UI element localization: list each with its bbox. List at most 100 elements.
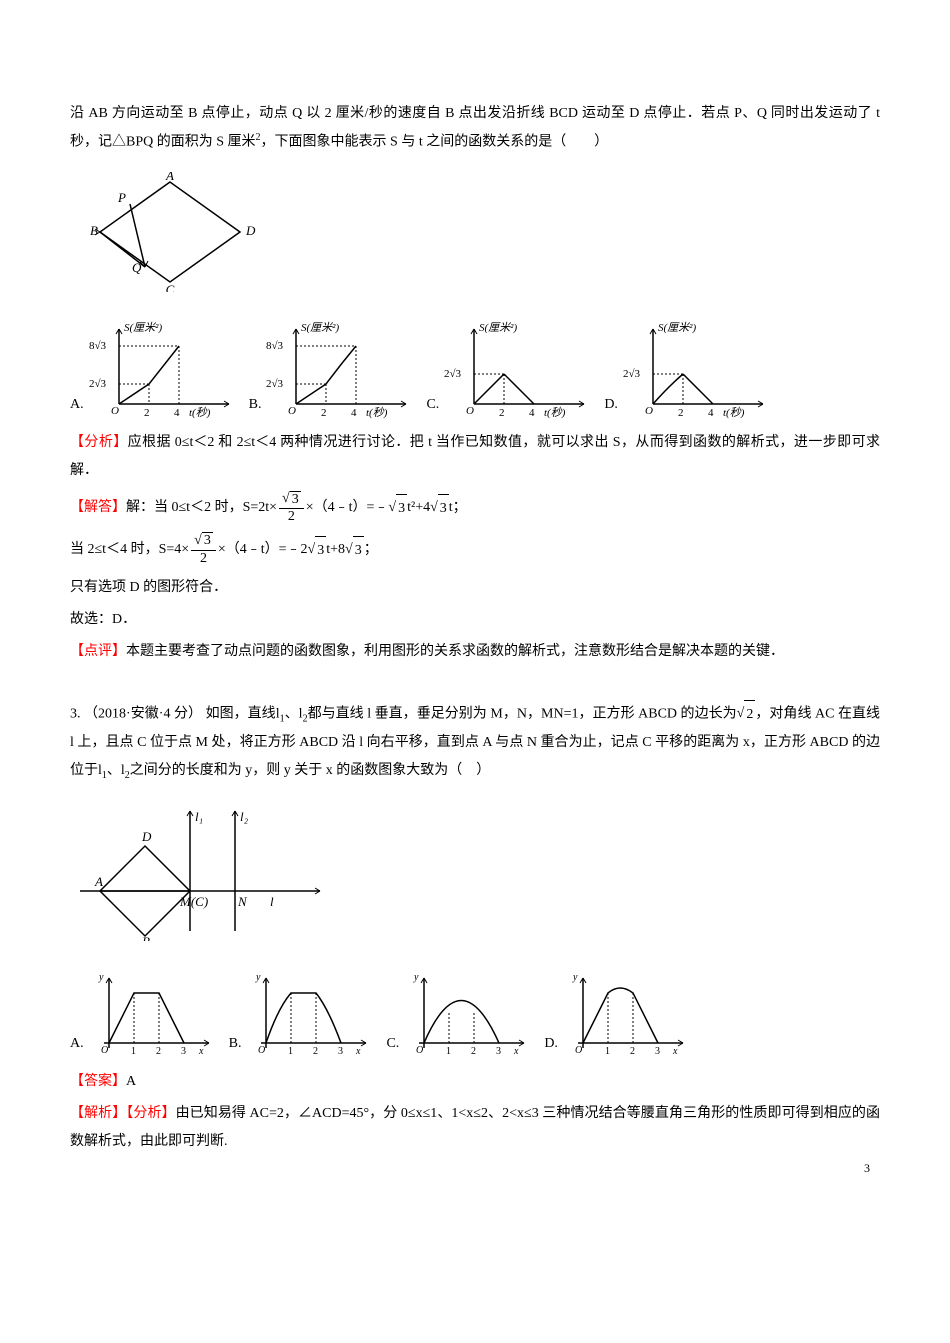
problem2-text1: 如图，直线l (206, 706, 280, 721)
sqrt3-c: 3 (315, 536, 326, 565)
sqrt3-d: 3 (353, 536, 364, 565)
choice-row-2: A. O 1 2 3 x y B. O 1 2 3 x (70, 968, 880, 1058)
sqrt3-b: 3 (438, 494, 449, 523)
svg-text:4: 4 (529, 407, 535, 419)
svg-text:2√3: 2√3 (623, 368, 641, 380)
svg-text:t(秒): t(秒) (366, 406, 388, 419)
analysis-label-2: 【解析】【分析】 (70, 1106, 176, 1121)
comment-1: 【点评】本题主要考查了动点问题的函数图象，利用图形的关系求函数的解析式，注意数形… (70, 638, 880, 666)
svg-text:2: 2 (678, 407, 684, 419)
choice-D: D. O 2 4 t(秒) 2√3 S(厘米²) (604, 319, 773, 419)
choice2-B: B. O 1 2 3 x y (229, 968, 377, 1058)
den-1: 2 (285, 509, 298, 526)
problem2-source: （2018·安徽·4 分） (84, 706, 202, 721)
solution-line-1: 【解答】 解：当 0≤t＜2 时，S=2t× 3 2 ×（4﹣t）=﹣ 3 t²… (70, 491, 880, 527)
svg-text:O: O (288, 405, 296, 417)
comment-text-1: 本题主要考查了动点问题的函数图象，利用图形的关系求函数的解析式，注意数形结合是解… (126, 644, 784, 659)
svg-text:D: D (245, 223, 256, 238)
analysis-text-2: 由已知易得 AC=2，∠ACD=45°，分 0≤x≤1、1<x≤2、2<x≤3 … (70, 1106, 880, 1149)
svg-text:x: x (355, 1046, 361, 1057)
svg-text:x: x (672, 1046, 678, 1057)
svg-text:t(秒): t(秒) (189, 406, 211, 419)
svg-text:A: A (94, 874, 103, 889)
svg-text:2: 2 (499, 407, 505, 419)
solution-t2: t²+4 (407, 494, 430, 522)
page-number: 3 (864, 1156, 870, 1180)
svg-text:O: O (645, 405, 653, 417)
comment-label-1: 【点评】 (70, 644, 126, 659)
sqrt2: 2 (737, 700, 756, 729)
frac-2: 3 2 (191, 532, 216, 568)
svg-text:4: 4 (708, 407, 714, 419)
sqrt3-num-1: 3 (290, 491, 301, 509)
choice-D-label: D. (604, 391, 618, 419)
sqrt-a: 3 (388, 494, 407, 523)
solution-line2-end: ； (364, 536, 378, 564)
svg-text:O: O (101, 1045, 108, 1056)
svg-text:2: 2 (156, 1046, 161, 1057)
sqrt-c: 3 (308, 536, 327, 565)
den-2: 2 (197, 551, 210, 568)
svg-text:3: 3 (181, 1046, 186, 1057)
svg-text:t(秒): t(秒) (723, 406, 745, 419)
svg-text:l₂: l₂ (240, 809, 249, 824)
svg-text:2: 2 (321, 407, 327, 419)
solution-conclusion-2: 故选：D． (70, 606, 880, 634)
svg-text:S(厘米²): S(厘米²) (658, 321, 696, 334)
svg-text:2: 2 (471, 1046, 476, 1057)
choice2-C: C. O 1 2 3 x y (386, 968, 534, 1058)
svg-text:x: x (513, 1046, 519, 1057)
svg-text:O: O (466, 405, 474, 417)
svg-text:B: B (142, 934, 150, 941)
problem2-number: 3. (70, 706, 81, 721)
svg-text:1: 1 (131, 1046, 136, 1057)
svg-text:1: 1 (446, 1046, 451, 1057)
svg-text:1: 1 (288, 1046, 293, 1057)
svg-text:2√3: 2√3 (444, 368, 462, 380)
svg-text:O: O (416, 1045, 423, 1056)
solution-line-2: 当 2≤t＜4 时，S=4× 3 2 ×（4﹣t）=﹣2 3 t+8 3 ； (70, 532, 880, 568)
choice2-D: D. O 1 2 3 x y (544, 968, 693, 1058)
choice2-A: A. O 1 2 3 x y (70, 968, 219, 1058)
choice2-D-label: D. (544, 1030, 558, 1058)
choice2-A-label: A. (70, 1030, 84, 1058)
problem2-text2-end: 之间分的长度和为 y，则 y 关于 x 的函数图象大致为（ ） (130, 763, 491, 778)
svg-text:S(厘米²): S(厘米²) (124, 321, 162, 334)
svg-text:1: 1 (605, 1046, 610, 1057)
analysis-2: 【解析】【分析】由已知易得 AC=2，∠ACD=45°，分 0≤x≤1、1<x≤… (70, 1100, 880, 1156)
svg-text:S(厘米²): S(厘米²) (479, 321, 517, 334)
svg-text:O: O (575, 1045, 582, 1056)
choice-C-label: C. (426, 391, 439, 419)
svg-text:2√3: 2√3 (89, 378, 107, 390)
svg-text:O: O (111, 405, 119, 417)
svg-text:4: 4 (174, 407, 180, 419)
sqrt2-inner: 2 (744, 700, 755, 729)
svg-text:x: x (198, 1046, 204, 1057)
svg-text:4: 4 (351, 407, 357, 419)
svg-text:y: y (255, 972, 261, 983)
problem2-text2-mid: 、l (107, 763, 125, 778)
solution-line2-mid: ×（4﹣t）=﹣2 (218, 536, 308, 564)
svg-text:8√3: 8√3 (266, 340, 284, 352)
svg-text:y: y (98, 972, 104, 983)
choice2-C-label: C. (386, 1030, 399, 1058)
svg-text:8√3: 8√3 (89, 340, 107, 352)
sqrt-b: 3 (430, 494, 449, 523)
problem2-figure: A D B M(C) N l l₁ l₂ (70, 801, 880, 953)
choice-row-1: A. O 2 4 t(秒) 2√3 8√3 S(厘米²) B. (70, 319, 880, 419)
svg-text:3: 3 (655, 1046, 660, 1057)
analysis-label-1: 【分析】 (70, 435, 128, 450)
problem2-text: 3. （2018·安徽·4 分） 如图，直线l1、l2都与直线 l 垂直，垂足分… (70, 700, 880, 786)
sqrt3-num-2: 3 (202, 532, 213, 550)
answer-label-2: 【答案】 (70, 1074, 126, 1089)
answer-2: 【答案】A (70, 1068, 880, 1096)
svg-text:2: 2 (630, 1046, 635, 1057)
choice-A-label: A. (70, 391, 84, 419)
svg-text:2: 2 (313, 1046, 318, 1057)
analysis-text-1: 应根据 0≤t＜2 和 2≤t＜4 两种情况进行讨论．把 t 当作已知数值，就可… (70, 435, 880, 478)
svg-text:D: D (141, 829, 152, 844)
svg-text:y: y (413, 972, 419, 983)
solution-t-end: t； (449, 494, 467, 522)
svg-text:O: O (258, 1045, 265, 1056)
answer-text-2: A (126, 1074, 136, 1089)
